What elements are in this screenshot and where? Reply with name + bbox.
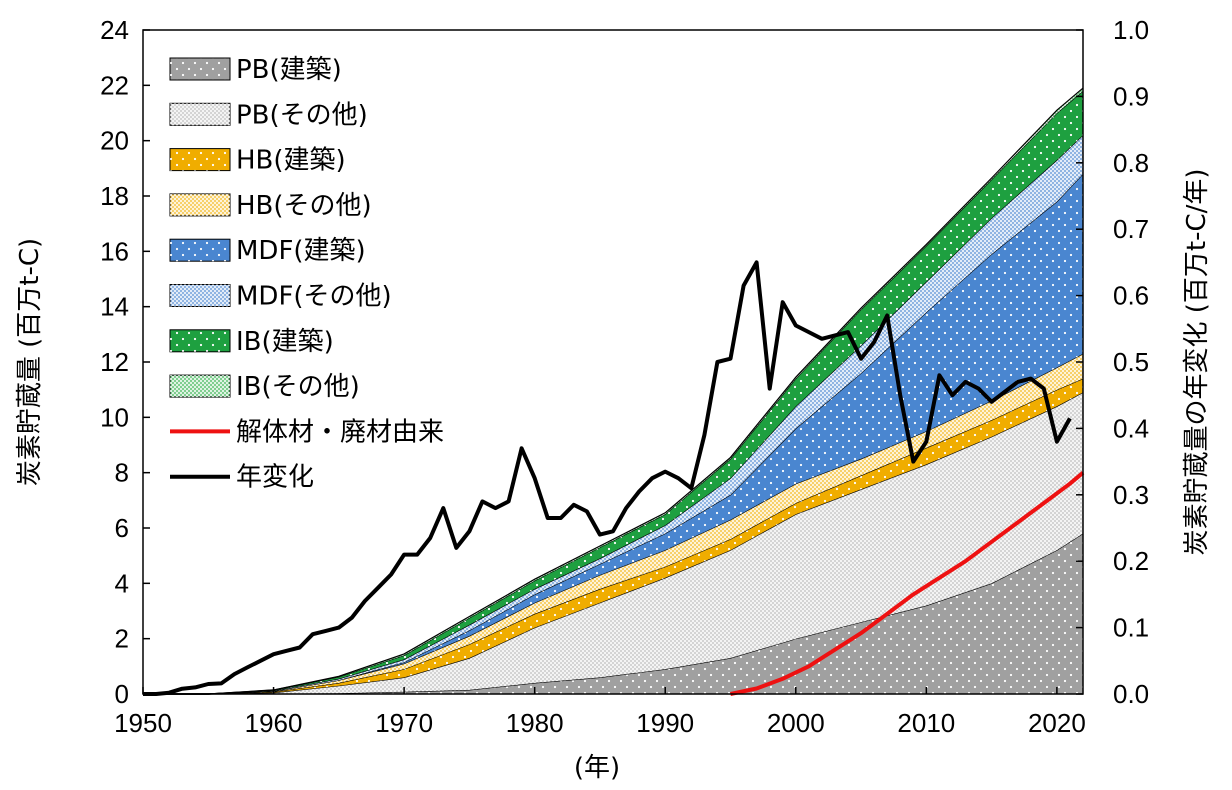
legend-label: HB(建築): [236, 146, 346, 176]
legend-label: MDF(建築): [236, 236, 366, 266]
legend-label: IB(建築): [236, 327, 334, 357]
right-tick-label: 0.5: [1113, 347, 1149, 377]
legend-swatch-pattern: [170, 375, 230, 398]
legend-label: PB(その他): [236, 100, 368, 130]
area-pb-0-pattern: [143, 533, 1083, 694]
legend-label: HB(その他): [236, 191, 372, 221]
x-tick-label: 2020: [1028, 708, 1086, 738]
x-tick-label: 2000: [767, 708, 825, 738]
right-tick-label: 0.1: [1113, 613, 1149, 643]
legend-label: 解体材・廃材由来: [236, 417, 444, 447]
left-tick-label: 4: [115, 568, 129, 598]
right-tick-label: 0.6: [1113, 281, 1149, 311]
left-tick-label: 20: [100, 126, 129, 156]
x-tick-label: 1950: [114, 708, 172, 738]
legend-label: IB(その他): [236, 372, 360, 402]
x-tick-label: 1980: [506, 708, 564, 738]
x-tick-label: 2010: [897, 708, 955, 738]
left-tick-label: 16: [100, 236, 129, 266]
right-tick-label: 0.8: [1113, 148, 1149, 178]
x-tick-label: 1970: [375, 708, 433, 738]
legend-swatch-pattern: [170, 284, 230, 307]
legend-swatch-pattern: [170, 193, 230, 216]
line-demolition-waste: [730, 471, 1085, 696]
left-tick-label: 2: [115, 624, 129, 654]
left-tick-label: 6: [115, 513, 129, 543]
legend-swatch-pattern: [170, 103, 230, 126]
legend: PB(建築) PB(その他) HB(建築) HB(その他) MDF(建築) MDF(その他…: [169, 55, 444, 493]
left-tick-label: 8: [115, 458, 129, 488]
right-tick-label: 0.7: [1113, 214, 1149, 244]
legend-swatch-pattern: [170, 329, 230, 352]
area-mdf-4-pattern: [143, 173, 1083, 694]
area-ib-7-edge: [143, 87, 1084, 695]
stacked-areas: [143, 87, 1084, 695]
right-axis-title: 炭素貯蔵量の年変化 (百万t-C/年): [1182, 168, 1212, 555]
x-axis-ticks: 1950 1960 1970 1980 1990 2000 2010 2020: [114, 687, 1086, 738]
left-tick-label: 10: [100, 402, 129, 432]
right-tick-label: 0.4: [1113, 413, 1149, 443]
area-pb-1-pattern: [143, 392, 1083, 694]
left-tick-label: 12: [100, 347, 129, 377]
left-tick-label: 0: [115, 679, 129, 709]
legend-swatch-pattern: [170, 148, 230, 171]
right-tick-label: 1.0: [1113, 15, 1149, 45]
right-axis-ticks: 0.0 0.1 0.2 0.3 0.4 0.5 0.6 0.7 0.8 0.9 1.0: [1076, 15, 1149, 709]
right-tick-label: 0.3: [1113, 480, 1149, 510]
left-tick-label: 18: [100, 181, 129, 211]
x-tick-label: 1960: [245, 708, 303, 738]
right-tick-label: 0.9: [1113, 81, 1149, 111]
legend-swatch-pattern: [170, 239, 230, 262]
right-tick-label: 0.2: [1113, 546, 1149, 576]
legend-label: MDF(その他): [236, 282, 392, 312]
left-tick-label: 22: [100, 70, 129, 100]
legend-swatch-pattern: [170, 58, 230, 80]
left-tick-label: 14: [100, 292, 129, 322]
left-axis-title: 炭素貯蔵量 (百万t-C): [15, 238, 45, 486]
legend-label: 年変化: [236, 463, 314, 493]
legend-label: PB(建築): [236, 55, 342, 85]
line-annual-change: [143, 260, 1072, 696]
right-tick-label: 0.0: [1113, 679, 1149, 709]
x-axis-title: (年): [574, 753, 620, 783]
x-tick-label: 1990: [636, 708, 694, 738]
left-tick-label: 24: [100, 15, 129, 45]
series-lines: [143, 260, 1085, 696]
